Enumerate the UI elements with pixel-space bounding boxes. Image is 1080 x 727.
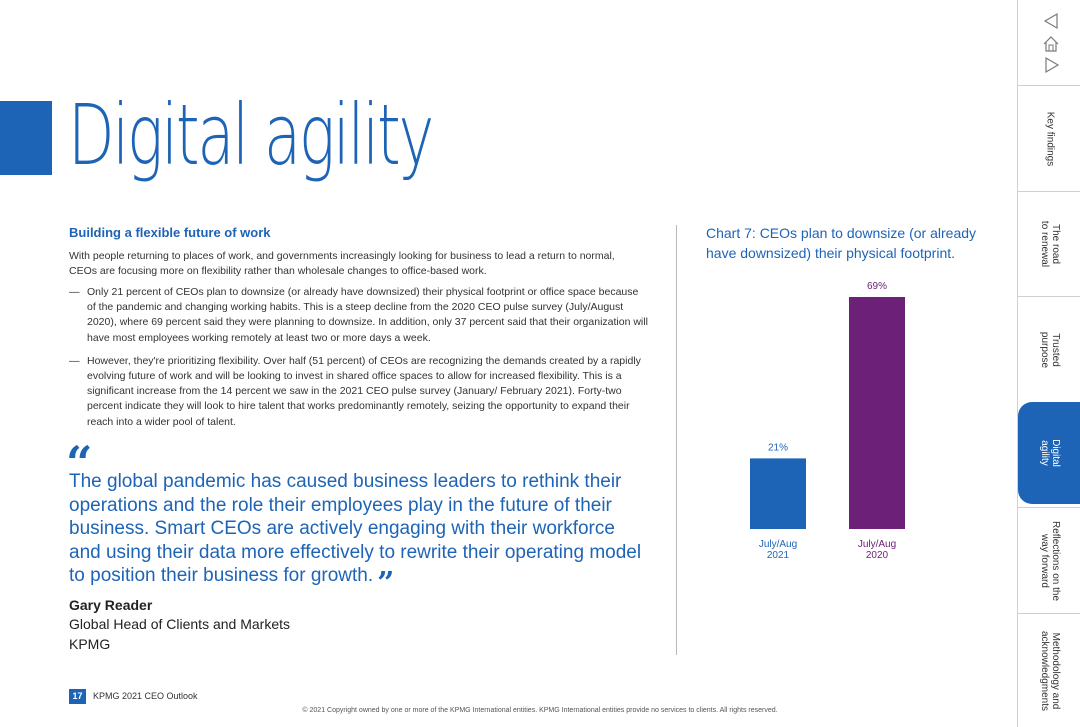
bullet-dash: —	[69, 286, 80, 298]
bar-value-label: 69%	[867, 281, 887, 292]
category-label: July/Aug	[858, 539, 896, 550]
pull-quote-text: The global pandemic has caused business …	[69, 471, 642, 586]
bullet-item: — However, they're prioritizing flexibil…	[69, 354, 649, 430]
category-label: 2021	[767, 550, 790, 561]
tab-trusted-purpose[interactable]: Trusted purpose	[1018, 296, 1080, 402]
title-accent-block	[0, 101, 52, 175]
bar-0	[750, 458, 806, 529]
page-number: 17	[69, 689, 86, 704]
tab-label: Reflections on the way forward	[1038, 520, 1061, 601]
tab-label: The road to renewal	[1038, 220, 1061, 268]
tab-label: Methodology and acknowledgments	[1038, 630, 1061, 711]
close-quote-icon: ”	[377, 566, 395, 601]
page-title: Digital agility	[68, 86, 434, 184]
chart-divider	[676, 225, 677, 655]
publication-name: KPMG 2021 CEO Outlook	[93, 691, 198, 701]
tab-reflections-on-the-way-forward[interactable]: Reflections on the way forward	[1018, 507, 1080, 613]
tab-label: Trusted purpose	[1038, 331, 1061, 368]
quote-author-org: KPMG	[69, 636, 111, 652]
open-quote-icon: “	[66, 436, 93, 490]
copyright-notice: © 2021 Copyright owned by one or more of…	[302, 707, 778, 714]
forward-triangle-icon[interactable]	[1045, 56, 1060, 74]
quote-author-role: Global Head of Clients and Markets	[69, 616, 290, 632]
bullet-dash: —	[69, 354, 80, 367]
chart-title: Chart 7: CEOs plan to downsize (or alrea…	[706, 225, 977, 261]
category-label: 2020	[866, 550, 889, 561]
pull-quote: The global pandemic has caused business …	[69, 470, 649, 599]
tab-digital-agility[interactable]: Digital agility	[1018, 402, 1080, 504]
bullet-text: Only 21 percent of CEOs plan to downsize…	[87, 286, 648, 344]
category-label: July/Aug	[759, 539, 797, 550]
back-triangle-icon[interactable]	[1043, 12, 1058, 30]
tab-methodology-and-acknowledgments[interactable]: Methodology and acknowledgments	[1018, 613, 1080, 727]
nav-icon-group	[1018, 0, 1080, 85]
tab-label: Digital agility	[1038, 439, 1061, 467]
bullet-item: — Only 21 percent of CEOs plan to downsi…	[69, 285, 649, 346]
bullet-text: However, they're prioritizing flexibilit…	[87, 354, 641, 428]
tab-key-findings[interactable]: Key findings	[1018, 85, 1080, 191]
bar-value-label: 21%	[768, 442, 788, 453]
bar-1	[849, 297, 905, 529]
intro-paragraph: With people returning to places of work,…	[69, 250, 615, 277]
section-heading: Building a flexible future of work	[69, 225, 271, 240]
home-icon[interactable]	[1043, 36, 1059, 52]
quote-author-name: Gary Reader	[69, 597, 153, 613]
side-navigation: Key findings The road to renewal Trusted…	[1017, 0, 1080, 727]
tab-the-road-to-renewal[interactable]: The road to renewal	[1018, 191, 1080, 296]
bullet-list: — Only 21 percent of CEOs plan to downsi…	[69, 285, 649, 438]
tab-label: Key findings	[1044, 111, 1055, 166]
